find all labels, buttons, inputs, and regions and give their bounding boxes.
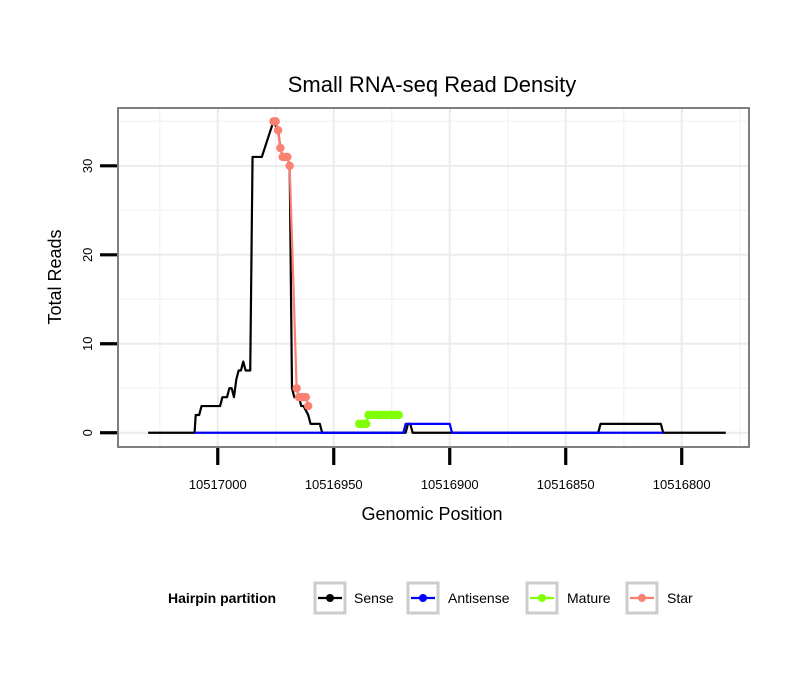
plot-border [117,107,750,448]
legend-item-antisense: Antisense [406,581,510,615]
legend-item-mature: Mature [525,581,611,615]
legend-key-point [419,594,427,602]
legend-item-sense: Sense [313,581,394,615]
point-star [285,161,294,171]
series-line-antisense [194,422,664,434]
x-tick-label: 10516900 [421,477,479,492]
point-mature [362,419,371,429]
legend-key-point [326,594,334,602]
x-tick-label: 10516850 [537,477,595,492]
point-star [276,143,285,153]
point-star [283,152,292,162]
legend-key-point [538,594,546,602]
point-star [304,401,313,411]
x-tick-label: 10517000 [189,477,247,492]
legend-key-point [638,594,646,602]
legend-label: Mature [567,590,611,606]
y-tick-label: 30 [80,159,95,173]
plot-panel [118,108,749,447]
point-star [273,126,283,135]
legend-label: Sense [354,590,394,606]
legend: Sense Antisense Mature Star [313,581,693,615]
legend-label: Antisense [448,590,510,606]
point-star [292,384,301,393]
y-axis: 0 10 20 30 [80,159,117,436]
y-tick-label: 0 [80,429,95,436]
chart-title: Small RNA-seq Read Density [288,72,577,97]
legend-title: Hairpin partition [168,590,276,606]
y-tick-label: 10 [80,337,95,351]
x-tick-label: 10516800 [653,477,711,492]
point-star [271,117,280,126]
x-tick-label: 10516950 [305,477,363,492]
point-mature [394,410,403,420]
legend-label: Star [667,590,693,606]
y-tick-label: 20 [80,248,95,262]
legend-item-star: Star [625,581,693,615]
x-axis-label: Genomic Position [361,504,502,524]
points-layer [269,117,403,429]
point-star [301,392,311,402]
x-axis: 10517000 10516950 10516900 10516850 10516800 [189,448,711,492]
y-axis-label: Total Reads [45,229,65,324]
